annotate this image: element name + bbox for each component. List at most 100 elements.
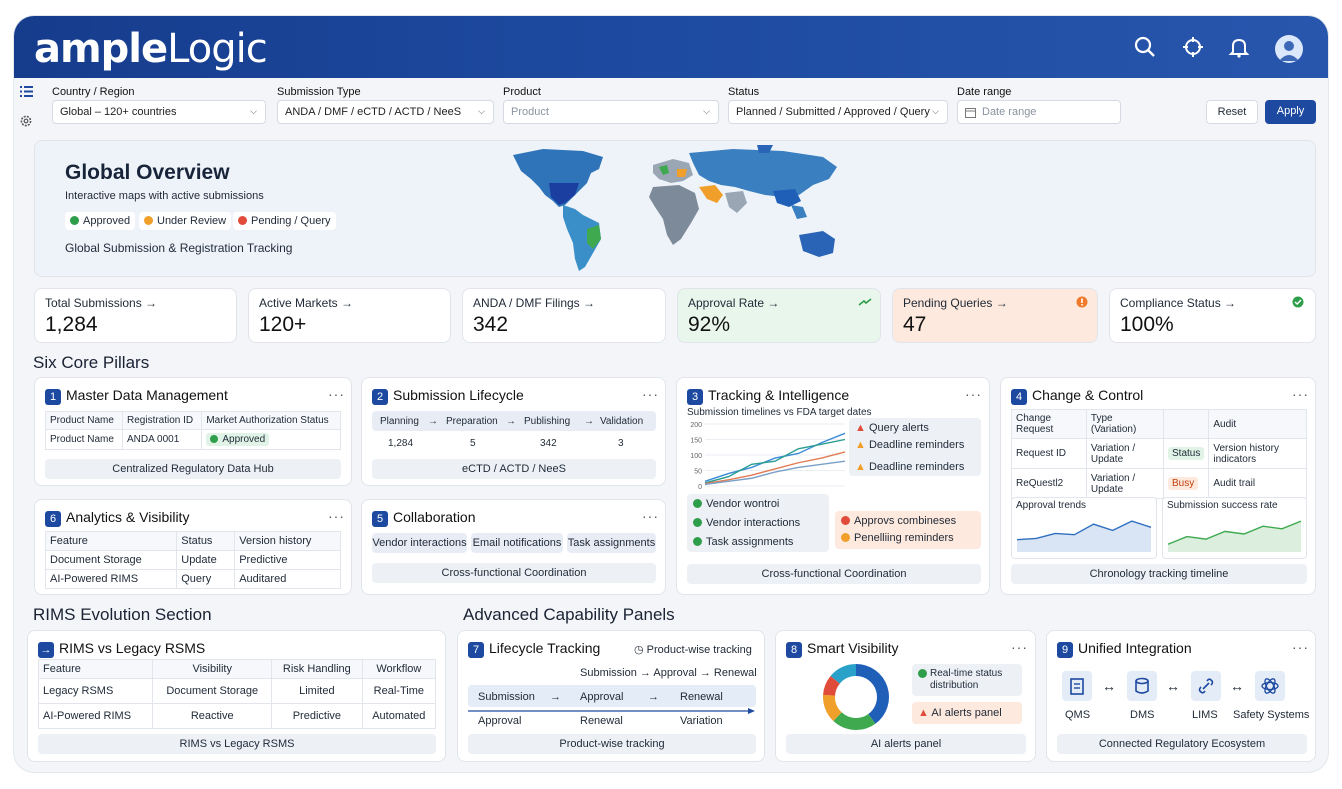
chart-title: Submission timelines vs FDA target dates bbox=[687, 407, 872, 418]
product-select[interactable]: Product ⌵ bbox=[503, 100, 719, 124]
gear-icon[interactable] bbox=[19, 114, 33, 128]
approval-trends-chart[interactable] bbox=[1015, 514, 1153, 554]
pillar-title: 6 Analytics & Visibility bbox=[45, 509, 189, 527]
y-tick-label: 50 bbox=[694, 469, 702, 476]
bell-icon[interactable] bbox=[1226, 34, 1252, 60]
check-icon bbox=[693, 537, 702, 546]
hero-caption: Global Submission & Registration Trackin… bbox=[65, 241, 293, 255]
avatar[interactable] bbox=[1275, 35, 1303, 63]
y-tick-label: 150 bbox=[690, 438, 702, 445]
alert-icon bbox=[1076, 296, 1088, 308]
collab-tag[interactable]: Vendor interactions bbox=[372, 533, 467, 553]
stage-planning[interactable]: Planning bbox=[380, 416, 419, 427]
submission-type-label: Submission Type bbox=[277, 86, 361, 98]
legend-approved[interactable]: Approved bbox=[65, 212, 136, 230]
legend-pending-query[interactable]: Pending / Query bbox=[233, 212, 336, 230]
alert-icon bbox=[841, 516, 850, 525]
check-item: Vendor interactions bbox=[693, 517, 800, 529]
pillar-change-control: 4 Change & Control ··· Change Request Type… bbox=[1000, 377, 1316, 595]
trend-up-icon bbox=[858, 298, 872, 306]
qms-icon[interactable] bbox=[1062, 671, 1092, 701]
more-icon[interactable]: ··· bbox=[1292, 386, 1309, 402]
system-label: LIMS bbox=[1192, 709, 1218, 721]
calendar-icon bbox=[965, 108, 976, 118]
more-icon[interactable]: ··· bbox=[965, 386, 982, 402]
kpi-total-submissions[interactable]: Total Submissions → 1,284 bbox=[34, 288, 237, 343]
chevron-down-icon: ⌵ bbox=[703, 106, 710, 116]
pillar-footer: eCTD / ACTD / NeeS bbox=[372, 459, 656, 479]
reset-button[interactable]: Reset bbox=[1206, 100, 1258, 124]
y-tick-label: 200 bbox=[690, 422, 702, 429]
submission-type-select[interactable]: ANDA / DMF / eCTD / ACTD / NeeS ⌵ bbox=[277, 100, 494, 124]
stage-preparation[interactable]: Preparation bbox=[446, 416, 498, 427]
pillar-collaboration: 5 Collaboration ··· Vendor interactions E… bbox=[361, 499, 666, 595]
stage-validation[interactable]: Validation bbox=[600, 416, 644, 427]
arrow-right-icon: → bbox=[38, 642, 54, 658]
realtime-status-item: Real-time status distribution bbox=[918, 668, 1018, 692]
panel-unified-integration: 9 Unified Integration ··· ↔ ↔ ↔ QMS DMS L… bbox=[1046, 630, 1316, 762]
kpi-active-markets[interactable]: Active Markets → 120+ bbox=[248, 288, 451, 343]
system-label: DMS bbox=[1130, 709, 1155, 721]
global-overview-panel: Global Overview Interactive maps with ac… bbox=[34, 140, 1316, 277]
more-icon[interactable]: ··· bbox=[642, 508, 659, 524]
area-line bbox=[1167, 520, 1302, 545]
apply-button[interactable]: Apply bbox=[1265, 100, 1316, 124]
stage-publishing[interactable]: Publishing bbox=[524, 416, 571, 427]
app-frame: ampleLogic Country / Region Global – 120… bbox=[14, 16, 1328, 772]
check-item: Task assignments bbox=[693, 536, 793, 548]
stage-count: 5 bbox=[470, 438, 476, 449]
pillar-footer: Chronology tracking timeline bbox=[1011, 564, 1307, 584]
section-title-advanced: Advanced Capability Panels bbox=[463, 605, 675, 624]
donut-slice-4 bbox=[830, 664, 857, 684]
step-approval[interactable]: Approval bbox=[580, 691, 624, 703]
database-icon[interactable] bbox=[1127, 671, 1157, 701]
pillar-submission-lifecycle: 2 Submission Lifecycle ··· Planning → Pre… bbox=[361, 377, 666, 486]
alert-icon bbox=[841, 533, 850, 542]
timeline-chart[interactable]: 0 50 100 150 200 bbox=[685, 420, 851, 490]
panel-lifecycle-tracking: 7 Lifecycle Tracking ◷ Product-wise track… bbox=[457, 630, 765, 762]
stage-count: 3 bbox=[618, 438, 624, 449]
list-icon[interactable] bbox=[20, 86, 33, 97]
product-label: Product bbox=[503, 86, 541, 98]
more-icon[interactable]: ··· bbox=[328, 386, 345, 402]
more-icon[interactable]: ··· bbox=[642, 386, 659, 402]
pillar-title: 7 Lifecycle Tracking bbox=[468, 640, 600, 658]
atom-icon[interactable] bbox=[1255, 671, 1285, 701]
pillar-title: 8 Smart Visibility bbox=[786, 640, 899, 658]
target-icon[interactable] bbox=[1180, 34, 1206, 60]
system-label: QMS bbox=[1065, 709, 1091, 721]
success-rate-chart[interactable] bbox=[1166, 514, 1303, 554]
alert-item: ▲ Deadline reminders bbox=[855, 461, 965, 473]
kpi-anda-dmf-filings[interactable]: ANDA / DMF Filings → 342 bbox=[462, 288, 666, 343]
legend-under-review[interactable]: Under Review bbox=[139, 212, 232, 230]
panel-footer: RIMS vs Legacy RSMS bbox=[38, 734, 436, 754]
country-select[interactable]: Global – 120+ countries ⌵ bbox=[52, 100, 266, 124]
step-submission[interactable]: Submission bbox=[478, 691, 535, 703]
brand-logo[interactable]: ampleLogic bbox=[34, 26, 268, 72]
link-icon[interactable] bbox=[1191, 671, 1221, 701]
warning-icon: ▲ bbox=[918, 707, 929, 719]
stage-count: 342 bbox=[540, 438, 557, 449]
search-icon[interactable] bbox=[1132, 34, 1158, 60]
status-select[interactable]: Planned / Submitted / Approved / Query ⌵ bbox=[728, 100, 948, 124]
alert-item: ▲ Query alerts bbox=[855, 422, 929, 434]
more-icon[interactable]: ··· bbox=[328, 508, 345, 524]
panel-footer: Connected Regulatory Ecosystem bbox=[1057, 734, 1307, 754]
rims-table: Feature Visibility Risk Handling Workflow L… bbox=[37, 659, 437, 729]
collab-tag[interactable]: Task assignments bbox=[567, 533, 656, 553]
world-map[interactable] bbox=[503, 143, 855, 277]
date-range-input[interactable]: Date range bbox=[957, 100, 1121, 124]
kpi-approval-rate[interactable]: Approval Rate → 92% bbox=[677, 288, 881, 343]
collab-tag[interactable]: Email notifications bbox=[471, 533, 563, 553]
product-tracking-badge[interactable]: ◷ Product-wise tracking bbox=[634, 644, 752, 656]
status-donut-chart[interactable] bbox=[820, 661, 892, 733]
page-title: Global Overview bbox=[65, 161, 230, 184]
kpi-pending-queries[interactable]: Pending Queries → 47 bbox=[892, 288, 1098, 343]
more-icon[interactable]: ··· bbox=[1011, 639, 1028, 655]
stage-count: 1,284 bbox=[388, 438, 414, 449]
status-label: Status bbox=[728, 86, 760, 98]
pillar-title: 4 Change & Control bbox=[1011, 387, 1143, 405]
more-icon[interactable]: ··· bbox=[1292, 639, 1309, 655]
kpi-compliance-status[interactable]: Compliance Status → 100% bbox=[1109, 288, 1316, 343]
step-renewal[interactable]: Renewal bbox=[680, 691, 723, 703]
